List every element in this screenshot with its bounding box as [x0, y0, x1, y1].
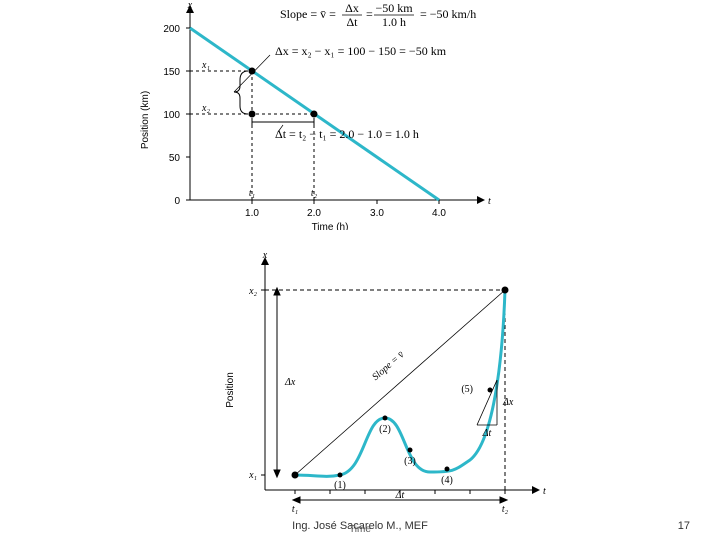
top-y-axis-title: Position (km) — [140, 91, 151, 149]
top-x-var: t — [488, 196, 491, 207]
bottom-p2 — [502, 287, 509, 294]
bottom-x2-label: x₂ — [248, 286, 257, 297]
bottom-y-axis-title: Position — [225, 372, 236, 408]
top-x2-label: x₂ — [201, 103, 210, 114]
svg-text:(3): (3) — [404, 456, 416, 467]
svg-text:Δt: Δt — [346, 15, 358, 29]
svg-text:(2): (2) — [379, 424, 391, 435]
top-t2-label: t₂ — [311, 188, 318, 199]
page-container: 0 50 100 150 200 1.0 2.0 3.0 4.0 — [0, 0, 720, 540]
bottom-dx-small: Δx — [502, 397, 514, 408]
bottom-t1-label: t₁ — [292, 504, 298, 515]
top-chart: 0 50 100 150 200 1.0 2.0 3.0 4.0 — [130, 0, 530, 230]
svg-text:1.0 h: 1.0 h — [382, 15, 406, 29]
svg-text:−50 km: −50 km — [375, 1, 413, 15]
bottom-slope-label: Slope = v̄ — [370, 349, 407, 383]
bottom-chart: (1) (2) (3) (4) (5) Δx Δt Δx Δt Slope = … — [215, 250, 555, 520]
footer-page-number: 17 — [678, 520, 690, 532]
top-axes: 0 50 100 150 200 1.0 2.0 3.0 4.0 — [163, 5, 485, 219]
svg-text:4.0: 4.0 — [432, 208, 446, 219]
top-point-1b — [249, 111, 256, 118]
bottom-dx-arrow — [274, 288, 280, 477]
bottom-vbar-line — [295, 290, 505, 475]
svg-text:Δx = x₂ − x₁ = 100 − 150 = −50: Δx = x₂ − x₁ = 100 − 150 = −50 km — [275, 44, 447, 58]
bottom-t2-label: t₂ — [502, 504, 509, 515]
svg-text:50: 50 — [169, 153, 181, 164]
svg-text:150: 150 — [163, 67, 180, 78]
svg-text:(5): (5) — [461, 384, 473, 395]
bottom-dt-small: Δt — [482, 428, 492, 439]
top-point-2 — [311, 111, 318, 118]
svg-text:= −50 km/h: = −50 km/h — [420, 7, 476, 21]
svg-text:(1): (1) — [334, 480, 346, 491]
bottom-x-minor-ticks — [295, 490, 505, 494]
svg-text:Δx: Δx — [345, 1, 359, 15]
bottom-time-sublabel: Time — [349, 524, 371, 535]
svg-text:2.0: 2.0 — [307, 208, 321, 219]
bottom-y-var: x — [262, 250, 268, 261]
svg-text:Slope = v̄ =: Slope = v̄ = — [280, 7, 336, 21]
svg-text:Δt = t₂ − t₁ = 2.0 − 1.0 = 1.0: Δt = t₂ − t₁ = 2.0 − 1.0 = 1.0 h — [275, 127, 419, 141]
top-t1-label: t₁ — [249, 188, 255, 199]
bottom-x-var: t — [543, 486, 546, 497]
svg-text:=: = — [366, 7, 373, 21]
bottom-p1 — [292, 472, 299, 479]
bottom-dx-label: Δx — [284, 377, 296, 388]
top-equations: Slope = v̄ = Δx Δt = −50 km 1.0 h = −50 … — [234, 1, 476, 141]
top-x1-label: x₁ — [201, 60, 210, 71]
svg-text:(4): (4) — [441, 475, 453, 486]
svg-text:100: 100 — [163, 110, 180, 121]
svg-text:200: 200 — [163, 24, 180, 35]
top-x-axis-title: Time (h) — [312, 222, 349, 230]
svg-text:0: 0 — [174, 196, 180, 207]
top-y-var: x — [187, 0, 193, 11]
svg-text:1.0: 1.0 — [245, 208, 259, 219]
svg-text:3.0: 3.0 — [370, 208, 384, 219]
bottom-x1-label: x₁ — [248, 470, 257, 481]
